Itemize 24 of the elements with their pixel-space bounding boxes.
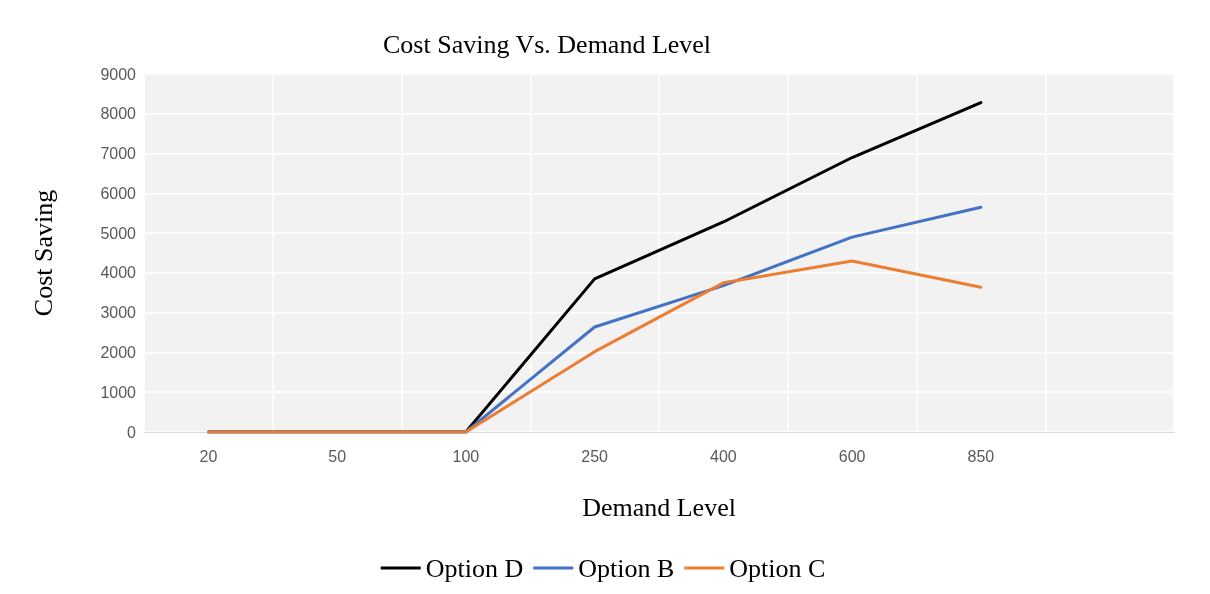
line-series (206, 259, 983, 434)
y-tick-label: 6000 (100, 184, 137, 202)
x-tick-label: 100 (452, 447, 480, 465)
y-tick-label: 1000 (100, 383, 137, 401)
x-axis-title: Demand Level (582, 492, 736, 522)
y-tick-label: 8000 (100, 105, 137, 123)
legend-label: Option D (425, 553, 524, 583)
y-tick-label: 7000 (100, 145, 137, 163)
x-tick-label: 850 (967, 447, 995, 465)
y-tick-label: 3000 (100, 304, 137, 322)
legend-label: Option C (729, 553, 826, 583)
y-tick-label: 0 (127, 423, 137, 441)
y-tick-label: 2000 (100, 343, 137, 361)
x-tick-label: 20 (199, 447, 218, 465)
x-tick-label: 400 (710, 447, 737, 465)
x-tick-label: 50 (328, 447, 347, 465)
y-tick-label: 9000 (100, 65, 137, 83)
x-tick-label: 250 (581, 447, 609, 465)
y-tick-label: 4000 (100, 264, 137, 282)
y-axis-title: Cost Saving (28, 189, 58, 317)
x-tick-label: 600 (838, 447, 866, 465)
legend-label: Option B (578, 553, 675, 583)
y-tick-label: 5000 (100, 224, 137, 242)
chart-title: Cost Saving Vs. Demand Level (383, 29, 712, 59)
